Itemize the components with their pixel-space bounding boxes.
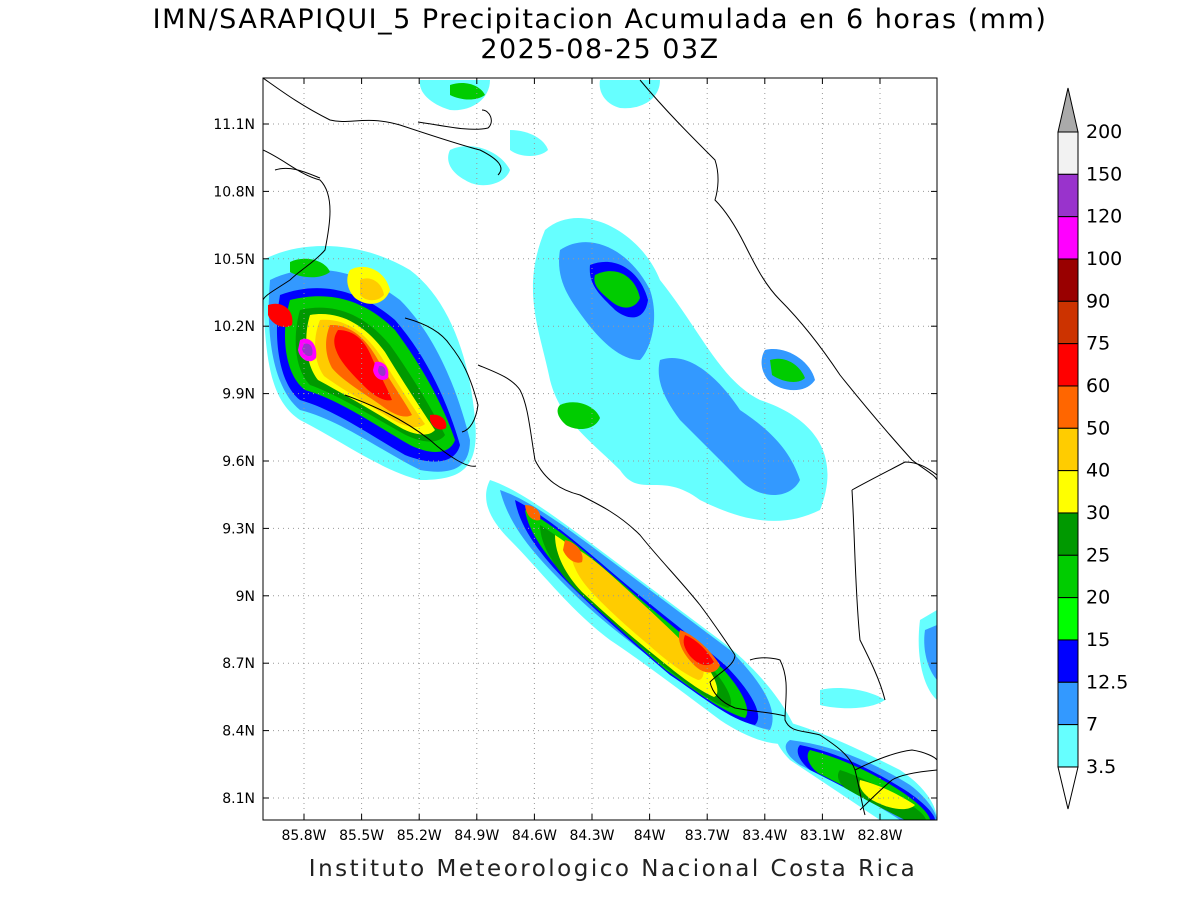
map-frame [262,77,938,821]
lat-tick-label: 10.5N [213,252,255,268]
colorbar-label: 40 [1086,460,1110,482]
colorbar-swatch [1057,131,1079,175]
precipitation-field [263,80,937,820]
colorbar-label: 150 [1086,163,1122,185]
colorbar-label: 120 [1086,206,1122,228]
lat-tick-label: 9.3N [222,521,255,537]
colorbar-swatch [1057,258,1079,302]
colorbar-label: 25 [1086,544,1110,566]
lat-tick-label: 9.6N [222,454,255,470]
lat-tick-label: 8.4N [222,724,255,740]
colorbar-label: 100 [1086,248,1122,270]
colorbar-label: 7 [1086,714,1098,736]
colorbar-label: 90 [1086,290,1110,312]
colorbar-under-arrow [1057,766,1079,810]
lat-tick-label: 11.1N [213,117,255,133]
colorbar-swatch [1057,173,1079,218]
lat-tick-label: 8.7N [222,656,255,672]
longitude-axis: 85.8W 85.5W 85.2W 84.9W 84.6W 84.3W 84W 83.7W 83… [281,78,903,844]
lat-tick-label: 10.2N [213,319,255,335]
colorbar-label: 12.5 [1086,671,1128,693]
lat-tick-label: 9.9N [222,387,255,403]
colorbar-label: 200 [1086,121,1122,143]
colorbar-swatch [1057,385,1079,429]
lat-tick-label: 10.8N [213,184,255,200]
lat-tick-label: 9N [236,589,255,605]
colorbar-swatch [1057,724,1079,768]
colorbar-swatch [1057,427,1079,472]
lon-tick-label: 85.2W [397,828,442,844]
lon-tick-label: 84.6W [512,828,557,844]
map-title: IMN/SARAPIQUI_5 Precipitacion Acumulada … [152,4,1048,35]
colorbar-swatch [1057,470,1079,514]
precipitation-colorbar: 200 150 120 100 90 75 60 50 40 30 25 20 15 12.5 7 3.5 [1057,87,1128,810]
map-footer: Instituto Meteorologico Nacional Costa R… [308,856,918,882]
colorbar-swatch [1057,300,1079,345]
map-gridlines [263,78,937,820]
lon-tick-label: 84.3W [569,828,614,844]
colorbar-label: 3.5 [1086,756,1116,778]
colorbar-swatch [1057,512,1079,556]
lon-tick-label: 82.8W [857,828,902,844]
lat-tick-label: 8.1N [222,791,255,807]
colorbar-label: 75 [1086,333,1110,355]
colorbar-swatch [1057,681,1079,726]
colorbar-label: 15 [1086,629,1110,651]
map-datetime: 2025-08-25 03Z [480,34,720,65]
colorbar-swatch [1057,216,1079,260]
colorbar-label: 20 [1086,587,1110,609]
colorbar-over-arrow [1057,87,1079,133]
colorbar-label: 30 [1086,502,1110,524]
lon-tick-label: 85.8W [281,828,326,844]
lon-tick-label: 84W [634,828,666,844]
lon-tick-label: 83.7W [685,828,730,844]
colorbar-swatch [1057,343,1079,387]
lon-tick-label: 84.9W [454,828,499,844]
lon-tick-label: 83.4W [742,828,787,844]
colorbar-swatch [1057,554,1079,599]
map-coastlines [263,78,937,816]
colorbar-swatch [1057,597,1079,641]
colorbar-label: 50 [1086,417,1110,439]
lon-tick-label: 83.1W [800,828,845,844]
latitude-axis: 11.1N 10.8N 10.5N 10.2N 9.9N 9.6N 9.3N 9N 8.7N 8.… [213,117,937,807]
colorbar-label: 60 [1086,375,1110,397]
colorbar-swatch [1057,639,1079,683]
lon-tick-label: 85.5W [339,828,384,844]
